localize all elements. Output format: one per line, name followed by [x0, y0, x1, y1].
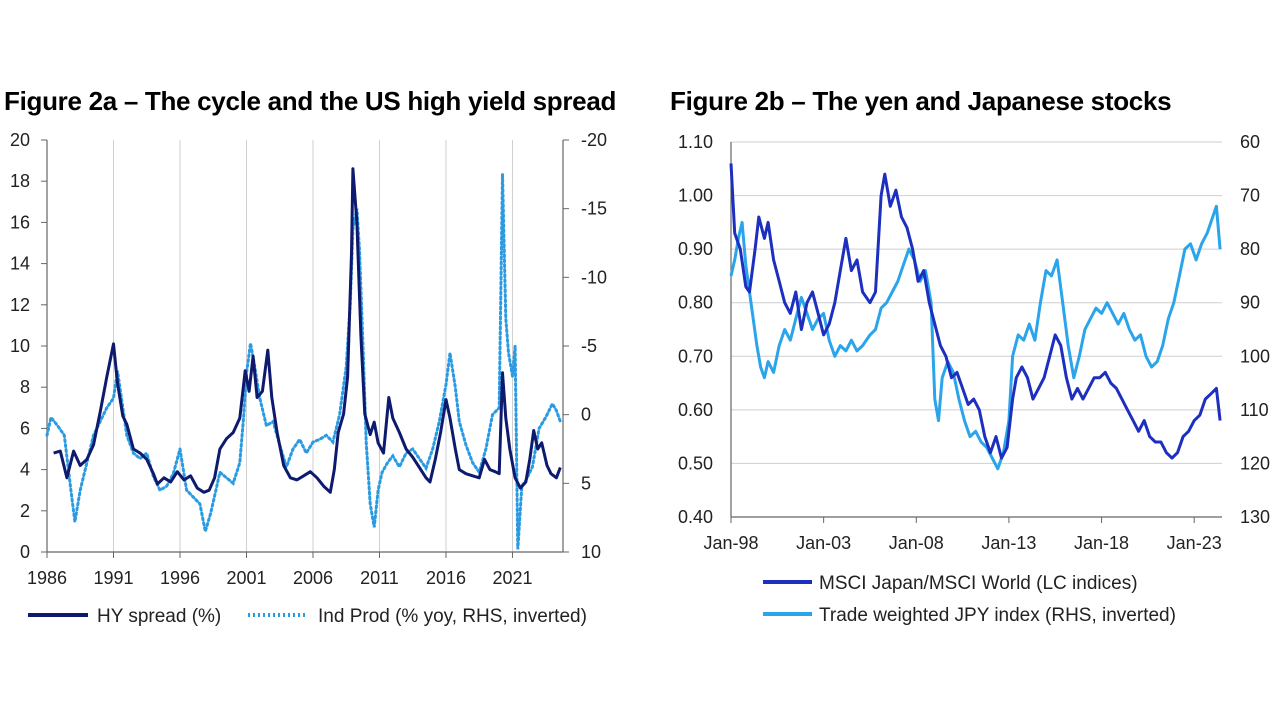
y-right-tick-label: -10 — [581, 267, 607, 287]
y-left-tick-label: 1.00 — [678, 186, 713, 206]
y-left-tick-label: 16 — [10, 212, 30, 232]
y-right-tick-label: 0 — [581, 405, 591, 425]
y-right-tick-label: 10 — [581, 542, 601, 562]
y-left-tick-label: 8 — [20, 377, 30, 397]
y-left-tick-label: 10 — [10, 336, 30, 356]
y-left-tick-label: 18 — [10, 171, 30, 191]
legend-label-hy-spread: HY spread (%) — [97, 606, 221, 627]
series-hy-spread-line — [53, 167, 562, 494]
y-left-tick-label: 14 — [10, 254, 30, 274]
y-left-tick-label: 4 — [20, 460, 30, 480]
x-tick-label: Jan-03 — [796, 533, 851, 553]
x-tick-label: Jan-13 — [981, 533, 1036, 553]
legend-label-jpy-index: Trade weighted JPY index (RHS, inverted) — [819, 605, 1176, 626]
y-left-tick-label: 6 — [20, 418, 30, 438]
chart-2a: 1986 1991 1996 2001 2006 2011 2016 202102468101… — [10, 130, 607, 627]
x-tick-label: 2016 — [426, 568, 466, 588]
y-right-tick-label: 100 — [1240, 346, 1270, 366]
y-left-tick-label: 0.40 — [678, 507, 713, 527]
chart-2b: 0.40 0.50 0.60 0.70 0.80 0.90 1.00 1.10 60 70 80 90… — [678, 132, 1270, 626]
y-right-tick-label: 130 — [1240, 507, 1270, 527]
x-tick-label: 2001 — [226, 568, 266, 588]
x-tick-label: 2006 — [293, 568, 333, 588]
y-right-tick-label: 120 — [1240, 453, 1270, 473]
y-right-tick-label: 70 — [1240, 186, 1260, 206]
y-left-tick-label: 0.50 — [678, 453, 713, 473]
y-left-tick-label: 0 — [20, 542, 30, 562]
y-right-tick-label: -15 — [581, 199, 607, 219]
x-tick-label: 2021 — [492, 568, 532, 588]
x-tick-label: Jan-23 — [1167, 533, 1222, 553]
x-tick-label: 1996 — [160, 568, 200, 588]
y-right-tick-label: 5 — [581, 473, 591, 493]
figure-2b-title: Figure 2b – The yen and Japanese stocks — [670, 86, 1172, 116]
figure-2a-title: Figure 2a – The cycle and the US high yi… — [4, 86, 617, 116]
y-right-tick-label: -5 — [581, 336, 597, 356]
y-left-tick-label: 1.10 — [678, 132, 713, 152]
y-left-tick-label: 0.90 — [678, 239, 713, 259]
x-tick-label: 1991 — [93, 568, 133, 588]
x-tick-label: Jan-98 — [703, 533, 758, 553]
y-left-tick-label: 2 — [20, 501, 30, 521]
y-right-tick-label: 80 — [1240, 239, 1260, 259]
legend-label-ind-prod: Ind Prod (% yoy, RHS, inverted) — [318, 606, 587, 627]
y-right-tick-label: 90 — [1240, 293, 1260, 313]
series-msci-ratio-line — [729, 163, 1222, 460]
y-left-tick-label: 0.70 — [678, 346, 713, 366]
legend-label-msci-ratio: MSCI Japan/MSCI World (LC indices) — [819, 573, 1138, 594]
x-tick-label: 1986 — [27, 568, 67, 588]
y-left-tick-label: 12 — [10, 295, 30, 315]
y-left-tick-label: 0.60 — [678, 400, 713, 420]
x-tick-label: Jan-18 — [1074, 533, 1129, 553]
x-tick-label: Jan-08 — [889, 533, 944, 553]
y-left-tick-label: 20 — [10, 130, 30, 150]
y-right-tick-label: 60 — [1240, 132, 1260, 152]
y-left-tick-label: 0.80 — [678, 293, 713, 313]
series-ind-prod-line — [45, 174, 562, 550]
y-right-tick-label: 110 — [1240, 400, 1269, 420]
y-right-tick-label: -20 — [581, 130, 607, 150]
x-tick-label: 2011 — [360, 568, 399, 588]
